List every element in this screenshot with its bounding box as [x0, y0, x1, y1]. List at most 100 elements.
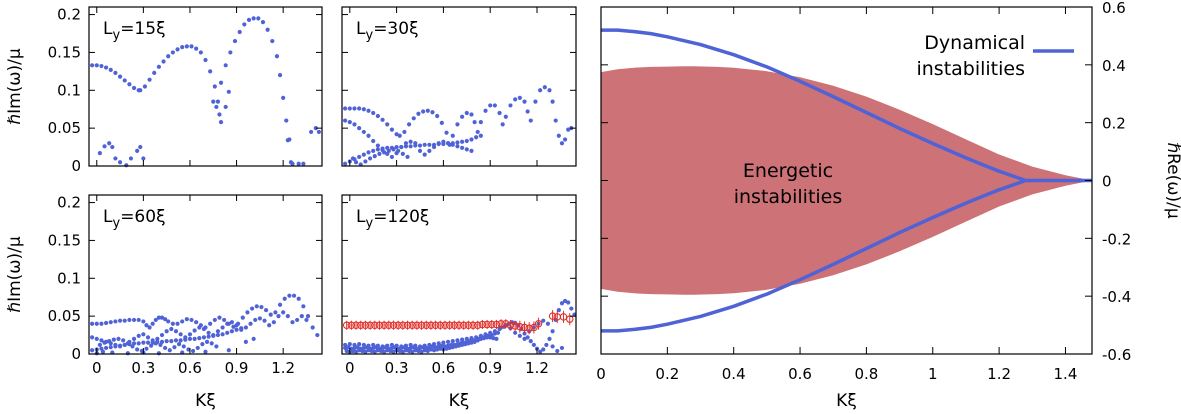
data-point — [102, 144, 107, 149]
data-point — [553, 118, 558, 123]
y-tick-label: 0.2 — [1102, 115, 1126, 133]
data-point — [159, 315, 165, 320]
panel-label: Ly=30ξ — [356, 19, 419, 43]
data-point — [469, 336, 474, 341]
x-tick-label: 1.2 — [525, 359, 549, 377]
data-point — [136, 341, 141, 346]
error-point — [361, 321, 370, 329]
data-point — [385, 343, 390, 348]
data-point — [153, 341, 158, 346]
error-point — [445, 321, 454, 329]
data-point — [150, 321, 155, 326]
data-point — [386, 148, 391, 153]
data-point — [366, 108, 371, 113]
y-tick-label: 0.4 — [1102, 57, 1126, 75]
data-point — [361, 342, 366, 348]
data-point — [228, 50, 233, 55]
data-point — [178, 332, 183, 337]
data-point — [528, 339, 533, 344]
data-point — [375, 147, 380, 152]
data-point — [209, 341, 214, 346]
data-point — [517, 333, 522, 338]
data-point — [180, 45, 185, 50]
data-point — [251, 16, 256, 21]
data-point — [141, 340, 146, 345]
x-tick-label: 0.6 — [178, 359, 202, 377]
data-point — [450, 339, 455, 344]
data-point — [475, 129, 480, 135]
error-point — [394, 321, 402, 329]
data-point — [400, 151, 405, 156]
data-point — [223, 104, 228, 110]
data-point — [149, 343, 154, 348]
data-point — [488, 330, 493, 335]
data-point — [517, 95, 522, 100]
data-point — [159, 332, 165, 338]
data-point — [189, 44, 194, 49]
error-point — [450, 321, 459, 329]
data-point — [103, 65, 109, 70]
panel-label-rest: =15ξ — [120, 19, 165, 39]
data-point — [464, 336, 469, 341]
data-point — [444, 130, 449, 135]
data-point — [460, 145, 465, 150]
data-point — [291, 293, 297, 298]
data-point — [225, 321, 230, 326]
plot-frame — [88, 6, 323, 167]
data-point — [483, 332, 488, 337]
data-point — [478, 133, 483, 138]
data-point — [138, 144, 143, 150]
data-point — [190, 348, 196, 354]
data-point — [375, 113, 380, 119]
data-point — [389, 342, 395, 348]
data-point — [389, 127, 395, 132]
data-point — [316, 129, 321, 135]
data-point — [441, 141, 446, 147]
data-point — [181, 344, 186, 349]
data-point — [396, 148, 401, 153]
data-point — [107, 339, 112, 344]
data-point — [460, 139, 465, 144]
data-point — [430, 110, 435, 115]
error-point — [473, 321, 482, 329]
data-point — [313, 126, 318, 131]
data-point — [495, 330, 501, 335]
data-point — [343, 161, 348, 166]
data-point — [363, 349, 368, 354]
x-tick-label: 0.3 — [385, 359, 409, 377]
data-point — [90, 335, 95, 340]
data-point — [555, 348, 560, 354]
data-point — [478, 333, 483, 338]
data-point — [367, 156, 373, 161]
error-point — [417, 321, 426, 329]
data-point — [194, 46, 199, 51]
data-point — [382, 349, 387, 354]
data-point — [183, 337, 188, 342]
data-point — [135, 347, 140, 352]
panel-ly120: 0 0.3 0.6 0.9 1.2 Kξ Ly=120ξ — [341, 194, 577, 411]
data-point — [472, 339, 477, 344]
data-point — [170, 321, 175, 326]
data-point — [277, 73, 283, 78]
data-point — [125, 341, 130, 346]
data-point — [371, 138, 376, 144]
error-point — [492, 320, 501, 329]
data-point — [559, 141, 565, 146]
data-point — [147, 77, 152, 82]
data-point — [408, 144, 413, 149]
data-point — [366, 133, 371, 138]
data-point — [427, 148, 432, 153]
error-point — [506, 321, 515, 329]
data-point — [103, 345, 109, 351]
data-point — [436, 141, 441, 147]
data-point — [217, 315, 222, 320]
data-point — [220, 325, 225, 330]
data-point — [176, 342, 182, 347]
data-point — [460, 337, 465, 342]
data-point — [382, 150, 387, 155]
data-point — [366, 150, 371, 155]
data-point — [380, 344, 385, 349]
data-point — [113, 344, 118, 349]
data-point — [305, 314, 311, 319]
